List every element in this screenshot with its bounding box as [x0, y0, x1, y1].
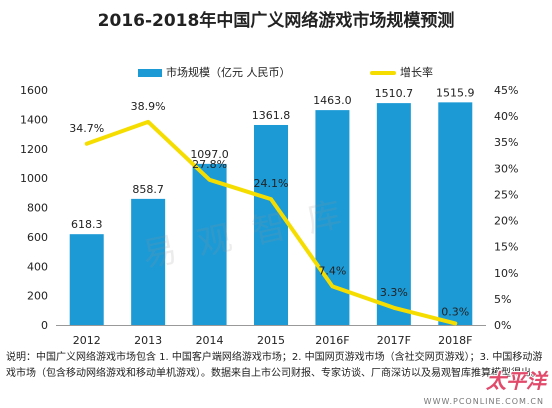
legend-item-market-size: 市场规模（亿元 人民币）: [138, 64, 291, 80]
y-right-tick-label: 35%: [494, 136, 518, 149]
bar-value-label: 1361.8: [252, 109, 291, 122]
site-logo-url: WWW.PCONLINE.COM.CN: [423, 397, 544, 406]
legend-label-growth-rate: 增长率: [400, 66, 433, 79]
x-tick-label: 2015: [257, 334, 285, 347]
y-left-tick-label: 800: [27, 202, 48, 215]
chart-title: 2016-2018年中国广义网络游戏市场规模预测: [97, 11, 455, 31]
x-tick-label: 2016F: [315, 334, 349, 347]
bar: [254, 124, 288, 325]
y-left-tick-label: 0: [41, 319, 48, 332]
bar-value-label: 618.3: [71, 218, 103, 231]
growth-rate-label: 27.8%: [192, 158, 227, 171]
bar-value-label: 1515.9: [436, 86, 475, 99]
y-right-tick-label: 30%: [494, 162, 518, 175]
y-right-tick-label: 0%: [494, 319, 511, 332]
x-tick-label: 2014: [196, 334, 224, 347]
legend-label-market-size: 市场规模（亿元 人民币）: [166, 66, 291, 79]
y-right-tick-label: 45%: [494, 84, 518, 97]
site-logo: 太平洋: [486, 369, 546, 393]
bar-value-label: 858.7: [132, 183, 164, 196]
y-right-tick-label: 15%: [494, 241, 518, 254]
x-tick-label: 2012: [73, 334, 101, 347]
legend-swatch-bar: [138, 69, 162, 77]
y-right-tick-label: 25%: [494, 188, 518, 201]
bar: [69, 234, 104, 325]
x-tick-label: 2013: [134, 334, 162, 347]
y-left-tick-label: 200: [27, 290, 48, 303]
y-right-tick-label: 20%: [494, 215, 518, 228]
y-right-tick-label: 40%: [494, 110, 518, 123]
growth-rate-label: 7.4%: [318, 264, 346, 277]
bar: [131, 198, 166, 325]
y-left-tick-label: 400: [27, 260, 48, 273]
legend-item-growth-rate: 增长率: [370, 64, 433, 80]
y-right-tick-label: 5%: [494, 293, 511, 306]
growth-rate-label: 0.3%: [441, 305, 469, 318]
y-left-tick-label: 1600: [20, 84, 48, 97]
x-tick-label: 2018F: [438, 334, 472, 347]
y-left-tick-label: 600: [27, 231, 48, 244]
y-left-tick-label: 1200: [20, 143, 48, 156]
bar-value-label: 1463.0: [313, 94, 352, 107]
bar: [438, 102, 473, 325]
bar: [192, 163, 227, 325]
growth-rate-label: 3.3%: [380, 286, 408, 299]
bar-value-label: 1510.7: [375, 87, 414, 100]
growth-rate-label: 34.7%: [69, 122, 104, 135]
x-tick-label: 2017F: [377, 334, 411, 347]
y-right-tick-label: 10%: [494, 267, 518, 280]
bar: [376, 103, 411, 325]
bar-value-label: 1097.0: [190, 148, 229, 161]
legend-swatch-line: [370, 71, 396, 75]
y-left-tick-label: 1000: [20, 172, 48, 185]
chart-note: 说明：中国广义网络游戏市场包含 1. 中国客户端网络游戏市场；2. 中国网页游戏…: [6, 352, 543, 379]
growth-rate-label: 38.9%: [131, 100, 166, 113]
growth-rate-line: [84, 119, 458, 326]
growth-rate-label: 24.1%: [254, 177, 289, 190]
y-left-tick-label: 1400: [20, 113, 48, 126]
